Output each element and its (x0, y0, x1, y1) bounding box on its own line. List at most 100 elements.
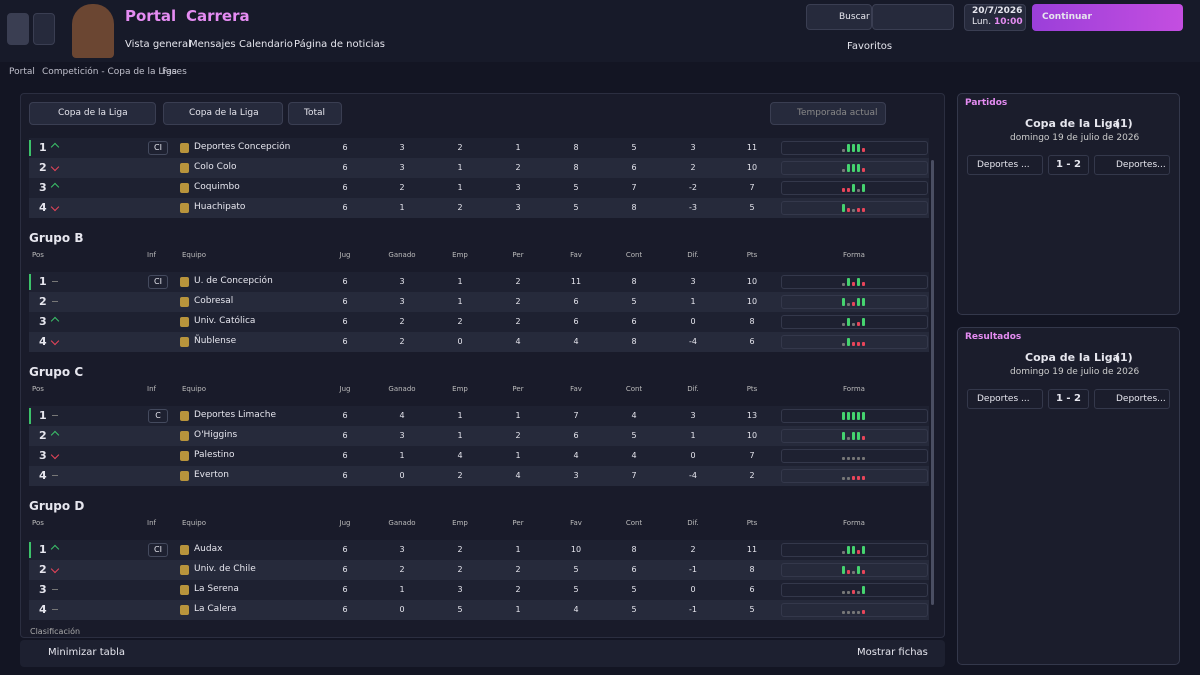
stat: 4 (573, 451, 579, 460)
scrollbar (931, 160, 934, 605)
form-mark (847, 457, 850, 460)
search-button[interactable]: Buscar (806, 4, 872, 30)
form-box (781, 429, 928, 443)
stat: 10 (746, 163, 758, 172)
table-row[interactable] (29, 406, 929, 426)
column-header: Pos (32, 519, 44, 527)
form-box (781, 275, 928, 289)
tab[interactable]: Página de noticias (294, 39, 385, 50)
form-mark (847, 611, 850, 614)
stat: 2 (515, 317, 521, 326)
table-row[interactable] (29, 178, 929, 198)
table-row[interactable] (29, 600, 929, 620)
crest (180, 337, 189, 347)
table-row[interactable] (29, 466, 929, 486)
form-mark (842, 457, 845, 460)
stat: 6 (631, 163, 637, 172)
stat: 2 (399, 183, 405, 192)
breadcrumb[interactable]: Portal (9, 67, 35, 77)
section[interactable]: Carrera (186, 7, 250, 25)
match-date: domingo 19 de julio de 2026 (1010, 133, 1140, 143)
column-header: Cont (625, 385, 643, 393)
filter[interactable]: Copa de la Liga (163, 102, 283, 125)
form-mark (862, 208, 865, 212)
qualification-marker (29, 542, 31, 558)
icon-buttons[interactable] (872, 4, 954, 30)
form-mark (857, 278, 860, 286)
table-row[interactable] (29, 292, 929, 312)
breadcrumb[interactable]: Competición - Copa de la Liga (42, 67, 178, 77)
form-mark (857, 342, 860, 346)
team-name: Everton (194, 470, 229, 480)
form-mark (852, 342, 855, 346)
table-row[interactable] (29, 540, 929, 560)
stat: 6 (342, 163, 348, 172)
crest (180, 431, 189, 441)
favorites[interactable]: Favoritos (847, 41, 893, 52)
form-box (781, 469, 928, 483)
forward-button[interactable] (33, 13, 55, 45)
form-mark (862, 457, 865, 460)
stat: 6 (342, 317, 348, 326)
minimize[interactable]: Minimizar tabla (48, 647, 126, 658)
position: 2 (39, 295, 47, 308)
column-header: Jug (339, 519, 351, 527)
form-mark (852, 476, 855, 480)
table-row[interactable] (29, 158, 929, 178)
table-row[interactable] (29, 446, 929, 466)
breadcrumb[interactable]: Fases (162, 67, 187, 77)
stat: 2 (457, 317, 463, 326)
table-row[interactable] (29, 332, 929, 352)
stat: 6 (342, 451, 348, 460)
title[interactable]: Portal (125, 7, 177, 25)
trend-icon (52, 475, 58, 476)
back-button[interactable] (7, 13, 29, 45)
day: Lun. (972, 17, 992, 27)
form-box (781, 141, 928, 155)
tab[interactable]: Vista general (125, 39, 191, 50)
filter[interactable]: Copa de la Liga (29, 102, 156, 125)
table-row[interactable] (29, 198, 929, 218)
team-name: Deportes Limache (194, 410, 276, 420)
stat: 6 (342, 143, 348, 152)
stat: 1 (457, 183, 463, 192)
form-mark (842, 551, 845, 554)
stat: 8 (631, 545, 637, 554)
form-mark (852, 571, 855, 574)
panel (957, 327, 1180, 665)
stat: 3 (690, 411, 696, 420)
column-header: Inf (147, 251, 156, 259)
trend-icon (52, 415, 58, 416)
stat: 4 (631, 451, 637, 460)
column-header: Fav (570, 385, 582, 393)
table-row[interactable] (29, 426, 929, 446)
show-cards[interactable]: Mostrar fichas (857, 647, 928, 658)
column-header: Forma (843, 251, 865, 259)
table-row[interactable] (29, 580, 929, 600)
stat: 4 (631, 411, 637, 420)
stat: 0 (457, 337, 463, 346)
tab[interactable]: Calendario (239, 39, 293, 50)
table-row[interactable] (29, 560, 929, 580)
season-filter[interactable]: Temporada actual (770, 102, 886, 125)
table-row[interactable] (29, 138, 929, 158)
stat: -3 (689, 203, 697, 212)
qualification-marker (29, 408, 31, 424)
stat: -4 (689, 471, 697, 480)
table-row[interactable] (29, 272, 929, 292)
continue-button[interactable]: Continuar (1032, 4, 1183, 31)
stat: 4 (515, 471, 521, 480)
column-header: Emp (452, 519, 468, 527)
form-box (781, 449, 928, 463)
stat: 1 (399, 451, 405, 460)
column-header: Jug (339, 251, 351, 259)
tab[interactable]: Mensajes (189, 39, 236, 50)
footer-bar (20, 640, 945, 667)
position: 1 (39, 543, 47, 556)
table-row[interactable] (29, 312, 929, 332)
form-mark (862, 148, 865, 152)
stat: 5 (573, 565, 579, 574)
filter[interactable]: Total (288, 102, 342, 125)
stat: 2 (457, 143, 463, 152)
